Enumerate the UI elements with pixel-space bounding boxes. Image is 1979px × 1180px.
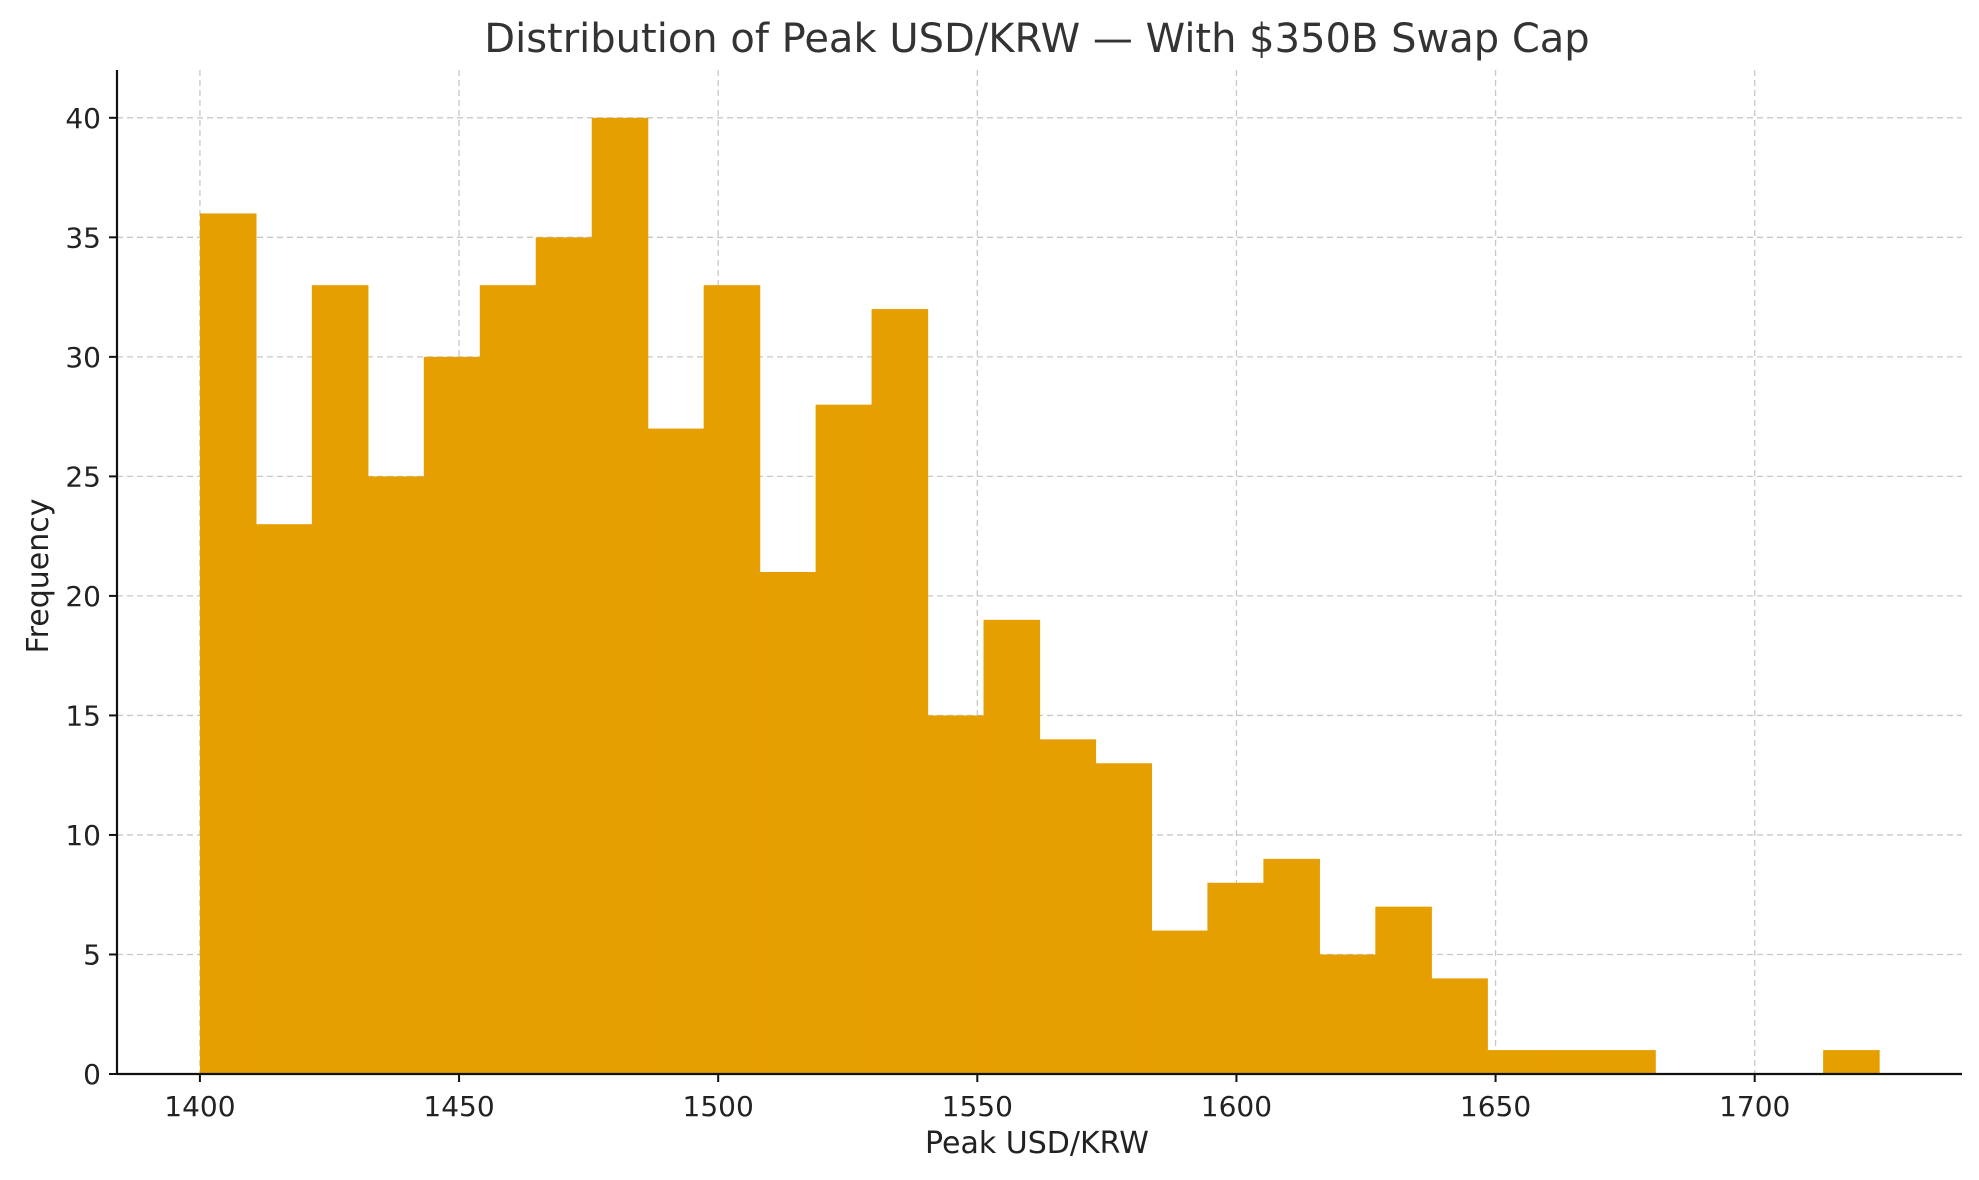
chart-title: Distribution of Peak USD/KRW — With $350… [484, 16, 1589, 62]
histogram-bar-2 [311, 285, 369, 1075]
y-tick-label-10: 10 [65, 819, 101, 852]
y-tick-label-0: 0 [83, 1058, 101, 1091]
histogram-bar-11 [815, 404, 873, 1075]
histogram-bar-6 [535, 237, 593, 1075]
x-axis-label: Peak USD/KRW [925, 1126, 1149, 1161]
y-tick-label-20: 20 [65, 580, 101, 613]
histogram-bar-0 [199, 213, 257, 1074]
histogram-bar-23 [1487, 1050, 1544, 1074]
histogram-bar-24 [1543, 1050, 1600, 1074]
y-tick-label-30: 30 [65, 341, 101, 374]
y-tick-label-40: 40 [65, 102, 101, 135]
y-tick-label-35: 35 [65, 221, 101, 254]
histogram-bar-8 [647, 428, 705, 1075]
histogram-bar-1 [255, 524, 313, 1074]
histogram-bar-16 [1095, 763, 1153, 1074]
axes [109, 70, 1962, 1082]
x-tick-label-1450: 1450 [423, 1090, 494, 1123]
x-tick-label-1650: 1650 [1460, 1090, 1531, 1123]
y-axis-label: Frequency [21, 499, 56, 654]
y-tick-label-15: 15 [65, 699, 101, 732]
x-tick-label-1700: 1700 [1719, 1090, 1790, 1123]
histogram-bar-9 [703, 285, 761, 1075]
histogram-bar-22 [1431, 978, 1488, 1074]
histogram-bar-12 [871, 309, 929, 1074]
x-tick-label-1500: 1500 [683, 1090, 754, 1123]
histogram-bar-29 [1823, 1050, 1880, 1074]
x-tick-label-1400: 1400 [164, 1090, 235, 1123]
histogram-bar-25 [1599, 1050, 1656, 1074]
histogram-bar-5 [479, 285, 537, 1075]
histogram-bar-4 [423, 356, 481, 1074]
histogram-bar-17 [1151, 930, 1209, 1074]
histogram-bar-14 [983, 619, 1041, 1074]
histogram-bar-10 [759, 572, 817, 1074]
histogram-bar-18 [1207, 882, 1264, 1074]
y-tick-label-5: 5 [83, 938, 101, 971]
histogram-bar-7 [591, 117, 649, 1075]
bars [199, 117, 1880, 1075]
histogram-bar-3 [367, 476, 425, 1074]
x-tick-label-1550: 1550 [942, 1090, 1013, 1123]
histogram-bar-20 [1319, 954, 1376, 1074]
histogram-bar-13 [927, 715, 985, 1074]
tick-labels: 1400 1450 1500 1550 1600 1650 1700 0 5 10 15 20 25 30… [65, 102, 1790, 1123]
histogram-bar-21 [1375, 906, 1432, 1074]
histogram-bar-19 [1263, 858, 1320, 1074]
histogram-bar-15 [1039, 739, 1097, 1074]
x-tick-label-1600: 1600 [1201, 1090, 1272, 1123]
y-tick-label-25: 25 [65, 460, 101, 493]
